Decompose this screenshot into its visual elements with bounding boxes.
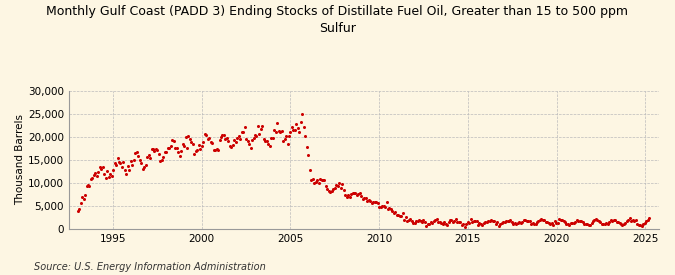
Text: Monthly Gulf Coast (PADD 3) Ending Stocks of Distillate Fuel Oil, Greater than 1: Monthly Gulf Coast (PADD 3) Ending Stock… — [47, 6, 628, 34]
Text: Source: U.S. Energy Information Administration: Source: U.S. Energy Information Administ… — [34, 262, 265, 272]
Y-axis label: Thousand Barrels: Thousand Barrels — [15, 114, 25, 205]
